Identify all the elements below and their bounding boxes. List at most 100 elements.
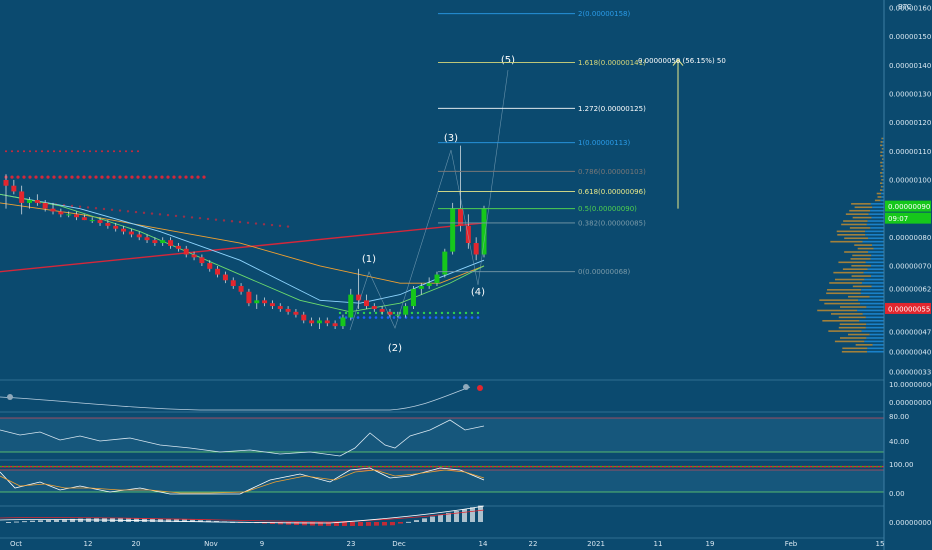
volume-profile-bar xyxy=(880,141,883,143)
volume-profile-bar xyxy=(864,340,884,343)
volume-profile-bar xyxy=(819,299,859,301)
candle-body xyxy=(175,245,181,249)
candle-body xyxy=(356,294,362,301)
macd-histogram-bar xyxy=(430,516,435,522)
volume-profile-bar xyxy=(868,251,884,253)
x-tick-label: Dec xyxy=(392,540,406,548)
volume-profile-bar xyxy=(830,313,863,315)
volume-profile-bar xyxy=(854,206,873,209)
support-dot xyxy=(446,311,450,315)
candle-body xyxy=(42,202,48,209)
volume-profile-bar xyxy=(866,337,884,339)
elliott-wave-label: (5) xyxy=(501,55,515,66)
sar-dot xyxy=(270,223,274,227)
candle-body xyxy=(136,234,142,238)
candle-body xyxy=(19,191,25,203)
volume-profile-bar xyxy=(865,326,884,329)
candle-body xyxy=(58,211,64,215)
y-tick-label: 0.00000140 xyxy=(889,62,931,70)
sar-dot xyxy=(29,150,31,153)
volume-profile-bar xyxy=(862,240,884,243)
volume-profile-bar xyxy=(869,333,884,336)
volume-profile-bar xyxy=(882,154,884,157)
sar-dot xyxy=(184,175,188,179)
volume-profile-bar xyxy=(881,137,883,140)
rsi-band xyxy=(0,418,884,452)
volume-profile-bar xyxy=(850,258,871,260)
volume-profile-bar xyxy=(827,289,862,291)
sar-dot xyxy=(78,205,82,208)
support-dot xyxy=(374,311,378,315)
volume-profile-bar xyxy=(880,182,883,185)
x-tick-label: Nov xyxy=(204,540,218,548)
volume-profile-bar xyxy=(836,230,866,233)
sar-dot xyxy=(94,175,98,179)
time-axis[interactable]: Oct 12 20 Nov 9 23 Dec 14 22 2021 11 19 Feb 15 xyxy=(10,540,885,548)
sar-dot xyxy=(53,150,55,153)
volume-profile-bar xyxy=(857,247,874,250)
sar-dot xyxy=(148,175,152,179)
volume-profile-bar xyxy=(848,333,870,336)
macd-histogram-bar xyxy=(446,512,451,522)
candle-body xyxy=(324,320,330,324)
sar-dot xyxy=(206,217,210,221)
support-dot xyxy=(458,311,462,315)
sar-dot xyxy=(110,208,114,211)
macd-histogram-bar xyxy=(438,514,443,522)
sar-dot xyxy=(17,150,19,153)
macd-histogram-bar xyxy=(382,522,387,526)
sar-dot xyxy=(158,213,162,216)
volume-profile-bar xyxy=(842,268,868,270)
price-pane[interactable]: (1) (2) (3) (4) (5) 0.00000050 (56.15%) 50 xyxy=(0,55,884,468)
volume-profile-bar xyxy=(872,344,884,346)
volume-profile-bar xyxy=(844,237,869,240)
volume-profile-bar xyxy=(881,196,884,198)
support-dot xyxy=(476,316,480,319)
y-tick-label: 0.00000120 xyxy=(889,119,931,127)
volume-profile-bar xyxy=(868,237,884,240)
sar-dot xyxy=(70,175,74,179)
candle-body xyxy=(403,306,409,315)
sar-dot xyxy=(77,150,79,153)
candle-body xyxy=(160,240,166,244)
support-dot xyxy=(380,316,384,319)
candle-body xyxy=(371,306,377,309)
indicator-dot xyxy=(477,385,483,391)
fib-label: 1(0.00000113) xyxy=(578,139,630,147)
price-tag-label: 0.00000055 xyxy=(888,305,930,313)
volume-profile-bar xyxy=(838,261,866,264)
volume-profile-bar xyxy=(858,299,884,301)
sar-dot xyxy=(106,175,110,179)
candle-body xyxy=(332,323,338,327)
y-tick-label: 0.00000160 xyxy=(889,5,931,13)
candle-body xyxy=(144,237,150,241)
volume-profile-bar xyxy=(852,254,872,257)
sar-dot xyxy=(190,175,194,179)
y-tick-label: 0.00000150 xyxy=(889,33,931,41)
candle-body xyxy=(277,306,283,309)
candle-body xyxy=(262,300,268,304)
volume-profile-bar xyxy=(837,233,866,236)
candle-body xyxy=(285,308,291,312)
support-dot xyxy=(434,316,438,319)
trend-line xyxy=(0,222,485,273)
support-dot xyxy=(434,311,438,315)
candle-body xyxy=(97,220,103,223)
volume-profile-bar xyxy=(860,292,884,295)
volume-profile-bar xyxy=(845,213,869,215)
y-tick-label: 40.00 xyxy=(889,438,909,446)
volume-profile-bar xyxy=(882,182,884,185)
volume-profile-bar xyxy=(865,316,884,319)
support-dot xyxy=(356,311,360,315)
volume-profile-bar xyxy=(865,261,884,264)
macd-histogram-bar xyxy=(478,505,483,522)
y-tick-label: 0.00000130 xyxy=(889,90,931,98)
y-tick-label: 0.00000000 xyxy=(889,519,931,527)
volume-profile-bar xyxy=(848,295,870,298)
y-tick-label: 0.00000033 xyxy=(889,369,931,377)
macd-histogram-bar xyxy=(70,518,75,522)
macd-histogram-bar xyxy=(14,521,19,523)
volume-profile-bar xyxy=(838,326,866,329)
